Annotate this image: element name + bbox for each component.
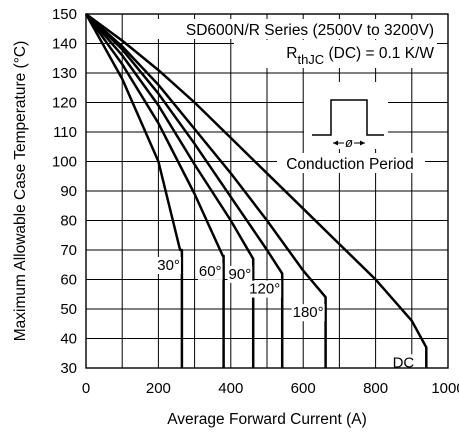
rth-subscript: thJC [297,52,324,67]
conduction-period-label: Conduction Period [286,156,414,173]
series-label-bg [197,262,223,280]
series-line [84,13,184,368]
series-label: 120° [249,281,280,298]
y-tick-label: 100 [52,154,77,171]
x-tick-label: 400 [218,380,243,397]
y-axis: 30 40 50 60 70 80 90 100 110 120 130 140 150 [52,6,77,377]
y-tick-label: 120 [52,95,77,112]
y-tick-label: 80 [60,213,77,230]
phi-symbol-bg [344,135,354,149]
y-tick-label: 110 [53,124,77,141]
series-label-bg [248,280,282,298]
y-tick-label: 130 [52,65,77,82]
series-line [85,13,255,368]
series-line [84,13,225,368]
series-label: 60° [199,263,222,280]
y-tick-label: 150 [52,6,77,23]
rth-note: RthJC (DC) = 0.1 K/W [286,45,434,67]
x-tick-label: 1000 [431,380,459,397]
y-tick-label: 40 [60,331,77,348]
y-tick-label: 70 [60,242,77,259]
series-label-bg [156,257,181,274]
y-tick-label: 90 [60,183,77,200]
x-tick-label: 0 [82,380,90,397]
period-arrow-right [360,140,365,146]
period-arrow-left [333,140,338,146]
x-tick-label: 600 [291,380,316,397]
phi-symbol: ø [345,135,353,150]
series-label: DC [393,354,415,371]
conduction-period-inset: ø Conduction Period [277,82,425,173]
series-labels: 30° 60° 90°120° 180° DC [156,257,416,372]
y-tick-label: 60 [60,272,77,289]
rth-suffix: (DC) = 0.1 K/W [324,45,434,62]
series-label-bg [391,354,416,372]
series-line [85,13,327,368]
series-label: 90° [229,266,252,283]
series-label-bg [227,265,253,283]
x-tick-label: 200 [146,380,171,397]
series-lines [84,12,428,368]
series-label: 180° [293,304,324,321]
series-line [85,13,284,368]
x-tick-label: 800 [363,380,388,397]
rth-note-bg [234,40,437,68]
x-axis: 0 200 400 600 800 1000 [82,380,459,397]
y-axis-label: Maximum Allowable Case Temperature (°C) [12,41,29,342]
x-axis-label: Average Forward Current (A) [167,411,367,428]
rth-prefix: R [286,45,297,62]
series-note-bg [143,19,437,39]
plot-frame [85,13,449,369]
y-tick-label: 30 [60,360,77,377]
y-tick-label: 140 [52,36,77,53]
pulse-waveform [312,99,384,136]
series-note: SD600N/R Series (2500V to 3200V) [186,22,434,39]
conduction-period-label-bg [277,153,425,173]
y-tick-label: 50 [60,301,77,318]
series-line [85,12,428,368]
series-label: 30° [157,257,180,274]
series-label-bg [291,304,325,322]
